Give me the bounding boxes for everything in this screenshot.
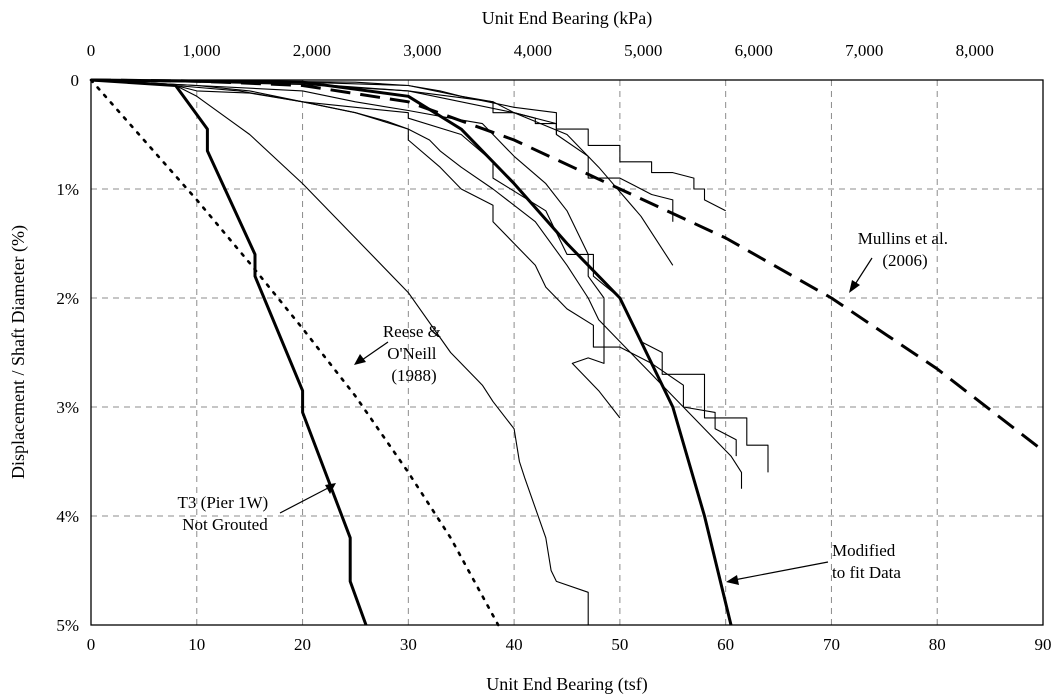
- y-axis-ticks: 0 1% 2% 3% 4% 5%: [56, 71, 79, 635]
- x-tick-label: 80: [929, 635, 946, 654]
- arrow-modified-shaft: [733, 561, 829, 581]
- annotation-mullins-line2: (2006): [882, 251, 927, 270]
- annotation-mullins: Mullins et al. (2006): [858, 229, 952, 270]
- x2-tick-label: 8,000: [956, 41, 994, 60]
- y-tick-label: 5%: [56, 616, 79, 635]
- x-tick-label: 90: [1035, 635, 1052, 654]
- series-line-t3-pier-1w-not-grouted: [90, 78, 368, 626]
- plot-frame: [90, 79, 1044, 626]
- annotations: Mullins et al. (2006) Reese & O'Neill (1…: [178, 229, 952, 585]
- annotation-modified-line2: to fit Data: [832, 563, 901, 582]
- annotation-reese-line2: O'Neill: [387, 344, 437, 363]
- x-axis-ticks: 0 10 20 30 40 50 60 70 80 90: [87, 635, 1052, 654]
- y-tick-label: 4%: [56, 507, 79, 526]
- annotation-modified-line1: Modified: [832, 541, 896, 560]
- x2-tick-label: 3,000: [403, 41, 441, 60]
- series-line-data-series-9: [90, 79, 674, 266]
- grid: [91, 80, 1043, 625]
- series-line-data-series-12: [90, 79, 557, 135]
- series-line-modified-to-fit-data: [90, 78, 733, 626]
- annotation-reese-line1: Reese &: [383, 322, 441, 341]
- y-axis-title: Displacement / Shaft Diameter (%): [8, 225, 29, 479]
- annotation-t3: T3 (Pier 1W) Not Grouted: [178, 493, 273, 534]
- series-line-data-series-6: [90, 79, 737, 457]
- x-axis-title: Unit End Bearing (tsf): [486, 674, 647, 695]
- annotation-modified: Modified to fit Data: [832, 541, 901, 582]
- arrow-reese-shaft: [361, 341, 389, 361]
- y-tick-label: 2%: [56, 289, 79, 308]
- x2-tick-label: 6,000: [735, 41, 773, 60]
- x2-tick-label: 4,000: [514, 41, 552, 60]
- arrow-reese-head: [354, 354, 366, 365]
- arrow-t3-head: [325, 483, 336, 494]
- annotation-t3-line1: T3 (Pier 1W): [178, 493, 269, 512]
- y-tick-label: 0: [71, 71, 80, 90]
- x2-tick-label: 0: [87, 41, 96, 60]
- x-tick-label: 10: [188, 635, 205, 654]
- series-line-data-series-4: [90, 79, 769, 473]
- x-tick-label: 50: [611, 635, 628, 654]
- x-tick-label: 0: [87, 635, 96, 654]
- y-tick-label: 1%: [56, 180, 79, 199]
- annotation-t3-line2: Not Grouted: [182, 515, 268, 534]
- annotation-reese-line3: (1988): [391, 366, 436, 385]
- y-tick-label: 3%: [56, 398, 79, 417]
- arrow-mullins-shaft: [853, 257, 873, 287]
- x-tick-label: 60: [717, 635, 734, 654]
- x2-axis-ticks: 0 1,000 2,000 3,000 4,000 5,000 6,000 7,000 8,00…: [87, 41, 994, 60]
- x2-tick-label: 5,000: [624, 41, 662, 60]
- annotation-arrows: [279, 257, 873, 585]
- series-line-data-series-10: [90, 79, 674, 222]
- arrow-modified-head: [726, 575, 739, 585]
- x2-axis-title: Unit End Bearing (kPa): [482, 8, 652, 29]
- annotation-mullins-line1: Mullins et al.: [858, 229, 948, 248]
- x-tick-label: 20: [294, 635, 311, 654]
- series-line-data-series-5: [90, 79, 743, 489]
- series-layer: [89, 78, 1044, 627]
- x-tick-label: 30: [400, 635, 417, 654]
- x2-tick-label: 2,000: [293, 41, 331, 60]
- series-line-data-series-8: [90, 79, 589, 625]
- arrow-mullins-head: [849, 280, 860, 293]
- series-line-data-series-7: [90, 79, 621, 419]
- x-tick-label: 70: [823, 635, 840, 654]
- arrow-t3-shaft: [279, 487, 329, 514]
- annotation-reese: Reese & O'Neill (1988): [383, 322, 445, 385]
- x-tick-label: 40: [506, 635, 523, 654]
- x2-tick-label: 1,000: [182, 41, 220, 60]
- x2-tick-label: 7,000: [845, 41, 883, 60]
